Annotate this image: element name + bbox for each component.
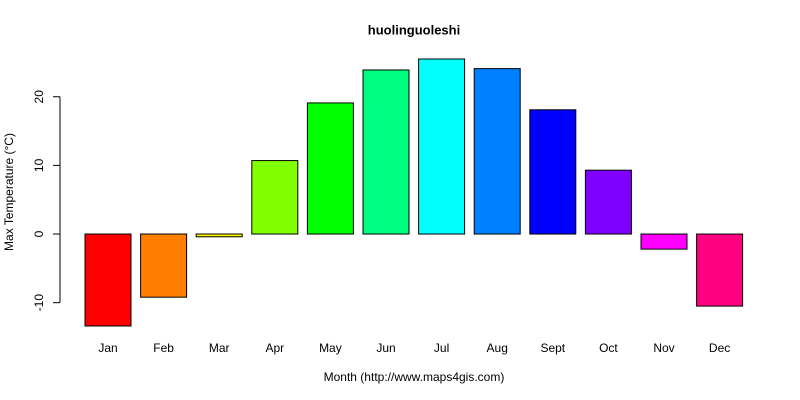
x-tick-label: Oct xyxy=(599,341,618,355)
x-tick-label: May xyxy=(319,341,342,355)
x-tick-label: Nov xyxy=(653,341,674,355)
bar xyxy=(640,233,688,250)
bar xyxy=(362,69,410,235)
x-tick-label: Dec xyxy=(709,341,730,355)
x-tick-label: Jun xyxy=(376,341,395,355)
bar xyxy=(306,102,354,235)
x-tick-label: Jan xyxy=(98,341,117,355)
y-tick-label: 20 xyxy=(32,90,46,104)
bar xyxy=(418,58,466,235)
x-tick-label: Sept xyxy=(540,341,565,355)
bar xyxy=(251,160,299,235)
y-tick-label: 10 xyxy=(32,158,46,172)
bar xyxy=(529,109,577,235)
x-tick-label: Feb xyxy=(153,341,174,355)
chart-title: huolinguoleshi xyxy=(368,22,460,37)
x-tick-label: Mar xyxy=(209,341,230,355)
x-tick-label: Apr xyxy=(265,341,284,355)
x-axis-label: Month (http://www.maps4gis.com) xyxy=(324,370,505,384)
x-tick-label: Aug xyxy=(487,341,508,355)
bar xyxy=(195,233,243,238)
y-tick-label: 0 xyxy=(32,230,46,237)
y-axis-label: Max Temperature (°C) xyxy=(2,133,16,251)
bar xyxy=(696,233,744,307)
bar xyxy=(473,68,521,235)
bar xyxy=(584,169,632,235)
y-tick-label: -10 xyxy=(32,294,46,312)
bar xyxy=(84,233,132,327)
bar xyxy=(140,233,188,298)
x-tick-label: Jul xyxy=(434,341,449,355)
